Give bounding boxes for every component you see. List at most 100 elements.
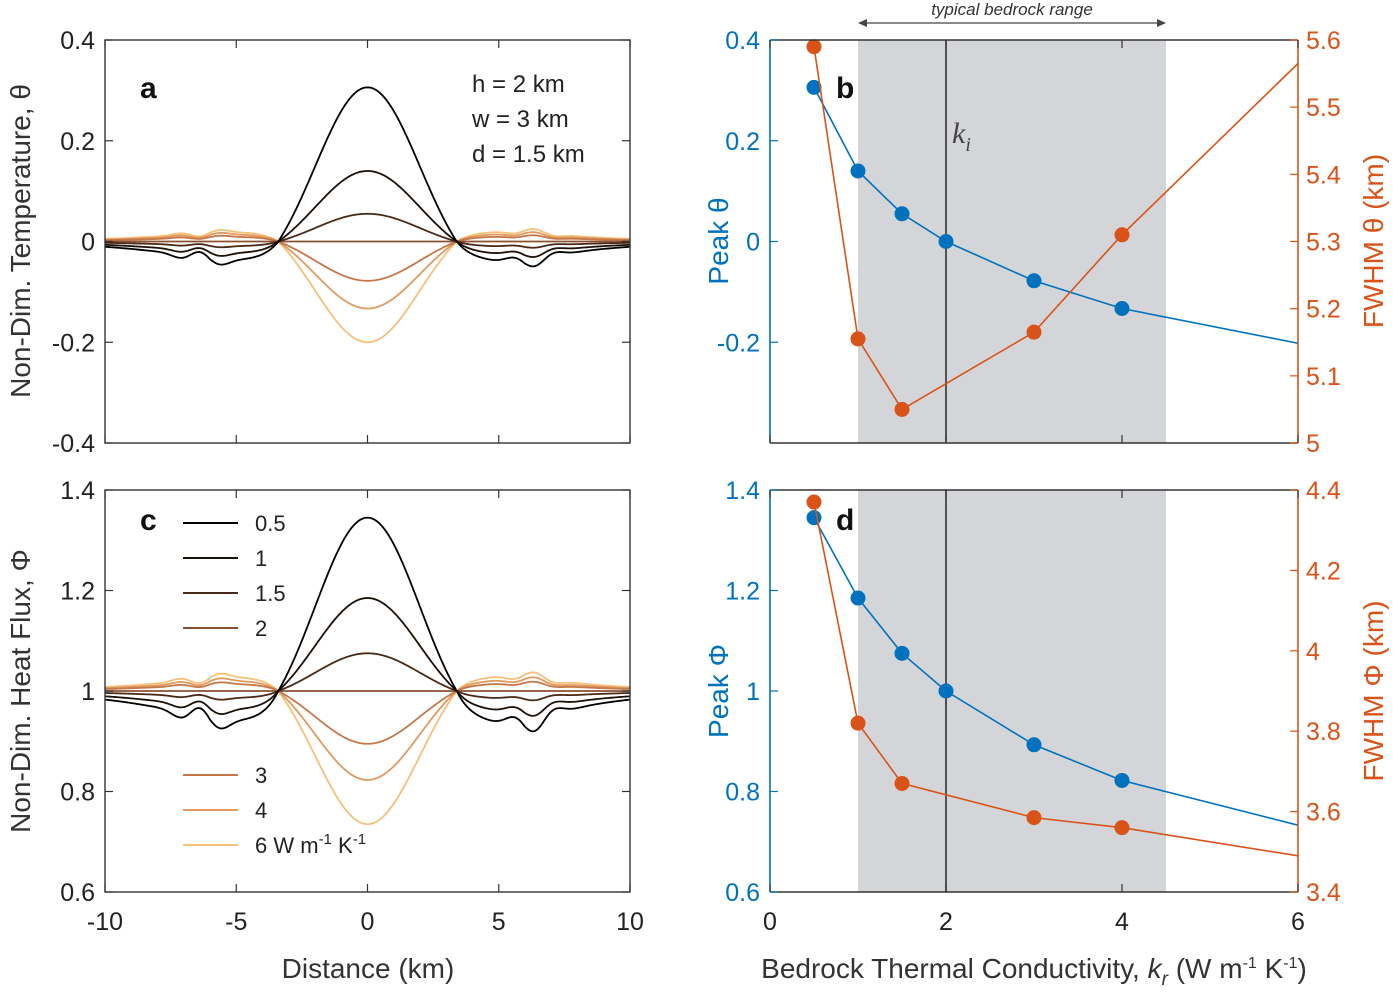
- xlabel-d-part: k: [1148, 953, 1164, 984]
- series-line-3: [104, 680, 631, 745]
- ytick-right-label: 4: [1306, 638, 1320, 666]
- ytick-right-label: 5.2: [1306, 296, 1341, 324]
- ytick-label: 0: [81, 229, 95, 257]
- peak-data-point: [938, 234, 954, 249]
- panel-label-d: d: [836, 504, 854, 537]
- ytick-right-label: 4.4: [1306, 477, 1341, 505]
- series-line-4: [104, 231, 631, 310]
- xlabel-d-part: Bedrock Thermal Conductivity,: [761, 953, 1147, 984]
- fwhm-data-point: [806, 39, 822, 55]
- series-line-0.5: [104, 86, 631, 268]
- peak-data-point: [1114, 772, 1130, 788]
- xlabel-c: Distance (km): [282, 953, 455, 984]
- fwhm-series-line: [813, 501, 1299, 857]
- ytick-label: 0.6: [60, 879, 95, 907]
- ytick-right-label: 5.6: [1306, 27, 1341, 55]
- panel-b: -0.2 0 0.2 0.4 5 5.1 5.2 5.3 5.4 5.5 5.6 b ki typical…: [703, 0, 1389, 458]
- shaded-bedrock-range: [858, 40, 1166, 443]
- ylabel-left-d: Peak Φ: [703, 644, 734, 738]
- xtick-label: -5: [225, 908, 247, 936]
- xtick-label: 0: [763, 908, 777, 936]
- panel-a: -0.4 -0.2 0 0.2 0.4 a h = 2 km w = 3 km d = 1.5 …: [5, 27, 631, 458]
- series-line-6WmK: [104, 671, 631, 826]
- ylabel-a: Non-Dim. Temperature, θ: [5, 84, 36, 398]
- ytick-label: 1.4: [60, 477, 95, 505]
- xtick-label: 4: [1115, 908, 1129, 936]
- peak-data-point: [938, 683, 954, 699]
- ytick-label: 0.8: [60, 779, 95, 807]
- fwhm-data-point: [894, 775, 910, 791]
- series-line-0.5: [104, 516, 631, 733]
- ytick-left-label: 1.2: [725, 578, 760, 606]
- ytick-left-label: 0.6: [725, 879, 760, 907]
- legend-label: 1: [255, 546, 267, 571]
- fwhm-data-point: [1026, 810, 1042, 826]
- fwhm-data-point: [1114, 227, 1130, 243]
- ylabel-left-b: Peak θ: [703, 197, 734, 284]
- ytick-label: 0.2: [60, 128, 95, 156]
- ytick-left-label: 1: [746, 678, 760, 706]
- peak-data-point: [850, 590, 866, 606]
- xtick-label: 5: [492, 908, 506, 936]
- panel-label-b: b: [836, 72, 854, 105]
- fwhm-data-point: [1026, 324, 1042, 340]
- series-line-1: [104, 597, 631, 717]
- series-line-6: [104, 228, 631, 344]
- fwhm-data-point: [1114, 820, 1130, 836]
- xlabel-d-part: ): [1298, 953, 1307, 984]
- shaded-bedrock-range: [858, 490, 1166, 892]
- peak-data-point: [894, 645, 910, 661]
- legend-unit-exp1: -1: [319, 831, 332, 848]
- ytick-right-label: 4.2: [1306, 557, 1341, 585]
- series-line-3: [104, 234, 631, 282]
- range-arrow-right-head: [1157, 19, 1166, 27]
- series-line-1.5: [104, 212, 631, 249]
- fwhm-series-line: [813, 46, 1299, 411]
- xlabel-d-part: (W m: [1168, 953, 1243, 984]
- ytick-left-label: -0.2: [717, 329, 760, 357]
- xlabel-d-part: K: [1257, 953, 1284, 984]
- legend-unit-main: 6 W m: [255, 833, 319, 858]
- ytick-left-label: 0.2: [725, 128, 760, 156]
- legend-unit-k: K: [332, 833, 353, 858]
- ytick-right-label: 5.5: [1306, 94, 1341, 122]
- peak-data-point: [894, 206, 910, 222]
- panel-label-c: c: [140, 504, 157, 537]
- range-label: typical bedrock range: [931, 0, 1093, 19]
- ytick-label: 1: [81, 678, 95, 706]
- ytick-right-label: 3.8: [1306, 718, 1341, 746]
- xtick-label: 0: [361, 908, 375, 936]
- xtick-label: 10: [616, 908, 644, 936]
- fwhm-data-point: [894, 401, 910, 417]
- ytick-right-label: 3.6: [1306, 799, 1341, 827]
- range-label-bg: [917, 0, 1107, 20]
- legend-label: 2: [255, 616, 267, 641]
- series-line-1.5: [104, 652, 631, 702]
- panel-c: 0.6 0.8 1 1.2 1.4 -10 -5 0 5 10 c Non-Dim. Heat Flu…: [5, 477, 644, 984]
- panel-label-a: a: [140, 72, 157, 105]
- legend-label: 0.5: [255, 511, 286, 536]
- ytick-left-label: 1.4: [725, 477, 760, 505]
- ytick-label: 0.4: [60, 27, 95, 55]
- legend-label: 4: [255, 798, 267, 823]
- ytick-right-label: 3.4: [1306, 879, 1341, 907]
- ytick-left-label: 0: [746, 229, 760, 257]
- ki-label: ki: [952, 117, 971, 156]
- ytick-left-label: 0.4: [725, 27, 760, 55]
- legend-unit-exp2: -1: [353, 831, 366, 848]
- ytick-right-label: 5.4: [1306, 161, 1341, 189]
- legend-label: 3: [255, 763, 267, 788]
- series-line-4: [104, 676, 631, 781]
- ytick-right-label: 5.1: [1306, 363, 1341, 391]
- xlabel-d-part: -1: [1283, 955, 1297, 972]
- ytick-right-label: 5.3: [1306, 229, 1341, 257]
- peak-data-point: [1026, 273, 1042, 289]
- ylabel-right-b: FWHM θ (km): [1358, 154, 1389, 328]
- annotation-h: h = 2 km: [472, 71, 565, 98]
- ytick-label: -0.2: [52, 329, 95, 357]
- peak-data-point: [1026, 737, 1042, 753]
- range-arrow-left-head: [858, 19, 867, 27]
- fwhm-data-point: [850, 715, 866, 731]
- xtick-label: 2: [939, 908, 953, 936]
- ytick-label: -0.4: [52, 430, 95, 458]
